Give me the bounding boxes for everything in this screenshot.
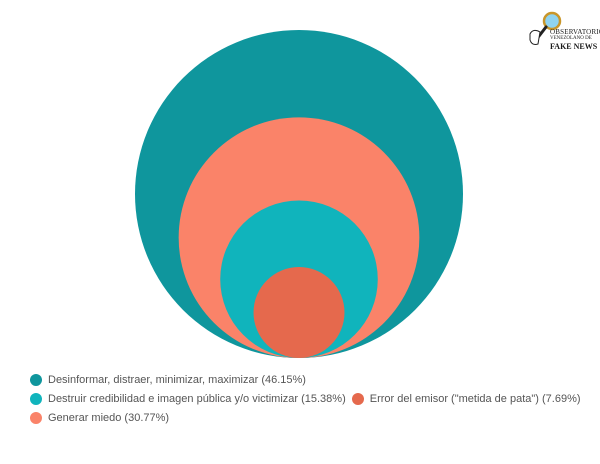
legend-label: Desinformar, distraer, minimizar, maximi… [48, 373, 306, 386]
legend-swatch [30, 373, 42, 386]
legend-label: Destruir credibilidad e imagen pública y… [48, 392, 346, 405]
legend-label: Error del emisor ("metida de pata") (7.6… [369, 392, 581, 405]
legend-swatch [351, 392, 364, 405]
logo-line-3: FAKE NEWS [550, 42, 598, 51]
legend-item[interactable]: Desinformar, distraer, minimizar, maximi… [30, 373, 306, 386]
legend-swatch [30, 392, 42, 405]
legend-swatch [30, 411, 42, 424]
legend-item[interactable]: Error del emisor ("metida de pata") (7.6… [351, 392, 581, 405]
circle-4[interactable] [253, 267, 345, 358]
legend: Desinformar, distraer, minimizar, maximi… [30, 370, 590, 427]
legend-label: Generar miedo (30.77%) [48, 411, 170, 424]
logo-line-2: VENEZOLANO DE [550, 36, 592, 41]
logo: OBSERVATORIO VENEZOLANO DE FAKE NEWS [528, 10, 600, 52]
magnifier-icon [529, 11, 562, 45]
legend-item[interactable]: Generar miedo (30.77%) [30, 411, 170, 424]
legend-item[interactable]: Destruir credibilidad e imagen pública y… [30, 392, 346, 405]
logo-line-1: OBSERVATORIO [550, 28, 600, 36]
